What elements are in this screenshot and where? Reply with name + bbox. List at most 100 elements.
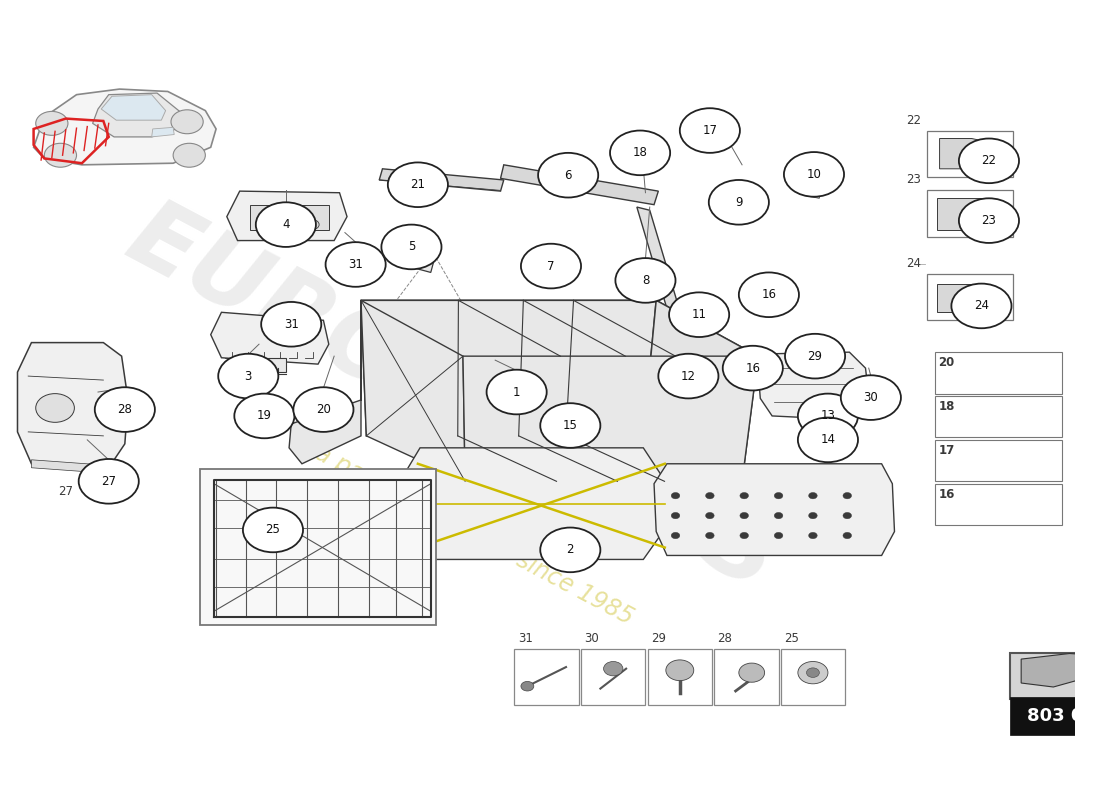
FancyBboxPatch shape — [926, 274, 1013, 320]
Circle shape — [326, 242, 386, 286]
FancyBboxPatch shape — [515, 649, 579, 705]
Polygon shape — [463, 356, 758, 482]
FancyBboxPatch shape — [1011, 653, 1100, 699]
Polygon shape — [379, 169, 504, 191]
Circle shape — [256, 202, 316, 247]
Circle shape — [44, 143, 77, 167]
Circle shape — [705, 513, 714, 518]
Text: 23: 23 — [906, 174, 922, 186]
Polygon shape — [1021, 654, 1097, 687]
Circle shape — [604, 662, 623, 676]
Circle shape — [671, 532, 680, 538]
Polygon shape — [18, 342, 128, 468]
Circle shape — [840, 375, 901, 420]
Circle shape — [382, 225, 441, 270]
Polygon shape — [32, 460, 109, 474]
Text: 15: 15 — [563, 419, 578, 432]
Circle shape — [540, 403, 601, 448]
Circle shape — [658, 354, 718, 398]
Text: 23: 23 — [981, 214, 997, 227]
Text: 29: 29 — [807, 350, 823, 362]
Circle shape — [681, 370, 701, 385]
Circle shape — [615, 258, 675, 302]
Circle shape — [843, 513, 851, 518]
Polygon shape — [407, 245, 436, 273]
Text: 2: 2 — [566, 543, 574, 556]
Circle shape — [671, 513, 680, 518]
Circle shape — [739, 663, 764, 682]
Circle shape — [843, 532, 851, 538]
Circle shape — [486, 370, 547, 414]
Circle shape — [740, 513, 748, 518]
Circle shape — [243, 508, 302, 552]
Text: 14: 14 — [821, 434, 835, 446]
Text: 20: 20 — [316, 403, 331, 416]
Text: 16: 16 — [761, 288, 777, 302]
Polygon shape — [396, 448, 667, 559]
Text: 25: 25 — [784, 632, 799, 645]
Circle shape — [774, 513, 783, 518]
Text: 12: 12 — [681, 370, 696, 382]
Circle shape — [521, 682, 534, 691]
Polygon shape — [251, 205, 289, 230]
Text: 21: 21 — [410, 178, 426, 191]
Polygon shape — [680, 302, 718, 328]
Polygon shape — [758, 352, 869, 420]
Text: 28: 28 — [717, 632, 733, 645]
FancyBboxPatch shape — [581, 649, 646, 705]
Text: 18: 18 — [938, 400, 955, 413]
Polygon shape — [34, 89, 216, 165]
Text: 803 02: 803 02 — [1027, 706, 1096, 725]
Circle shape — [218, 354, 278, 398]
Circle shape — [170, 110, 204, 134]
Circle shape — [774, 532, 783, 538]
Polygon shape — [211, 312, 329, 364]
Text: 3: 3 — [244, 370, 252, 382]
Circle shape — [388, 162, 448, 207]
Polygon shape — [795, 170, 834, 193]
Polygon shape — [937, 284, 989, 312]
Polygon shape — [637, 207, 697, 368]
Text: 31: 31 — [349, 258, 363, 271]
Circle shape — [256, 218, 273, 231]
Circle shape — [740, 532, 748, 538]
Text: 27: 27 — [101, 475, 117, 488]
Circle shape — [740, 493, 748, 499]
FancyBboxPatch shape — [200, 470, 436, 625]
Polygon shape — [152, 127, 174, 137]
Text: 24: 24 — [974, 299, 989, 313]
Text: 10: 10 — [806, 168, 822, 181]
Circle shape — [234, 394, 295, 438]
Circle shape — [952, 284, 1012, 328]
Polygon shape — [300, 205, 329, 230]
Text: 8: 8 — [641, 274, 649, 287]
Polygon shape — [361, 300, 465, 482]
Text: 16: 16 — [938, 488, 955, 501]
Circle shape — [708, 180, 769, 225]
Polygon shape — [101, 94, 166, 120]
Text: 22: 22 — [981, 154, 997, 167]
Text: 7: 7 — [547, 259, 554, 273]
Polygon shape — [500, 165, 658, 205]
Circle shape — [798, 418, 858, 462]
Circle shape — [95, 387, 155, 432]
Polygon shape — [227, 191, 346, 241]
Polygon shape — [725, 199, 752, 211]
Polygon shape — [289, 300, 361, 464]
Circle shape — [705, 493, 714, 499]
Text: 13: 13 — [821, 410, 835, 422]
FancyBboxPatch shape — [926, 130, 1013, 177]
Circle shape — [538, 153, 598, 198]
Text: 17: 17 — [938, 444, 955, 457]
Circle shape — [173, 143, 206, 167]
Polygon shape — [644, 300, 758, 482]
Text: 27: 27 — [58, 486, 74, 498]
Text: EUROSPARES: EUROSPARES — [112, 190, 793, 610]
Circle shape — [739, 273, 799, 317]
Polygon shape — [806, 186, 820, 198]
Circle shape — [843, 493, 851, 499]
Circle shape — [723, 346, 783, 390]
Circle shape — [959, 138, 1019, 183]
Circle shape — [806, 668, 820, 678]
FancyBboxPatch shape — [926, 190, 1013, 237]
